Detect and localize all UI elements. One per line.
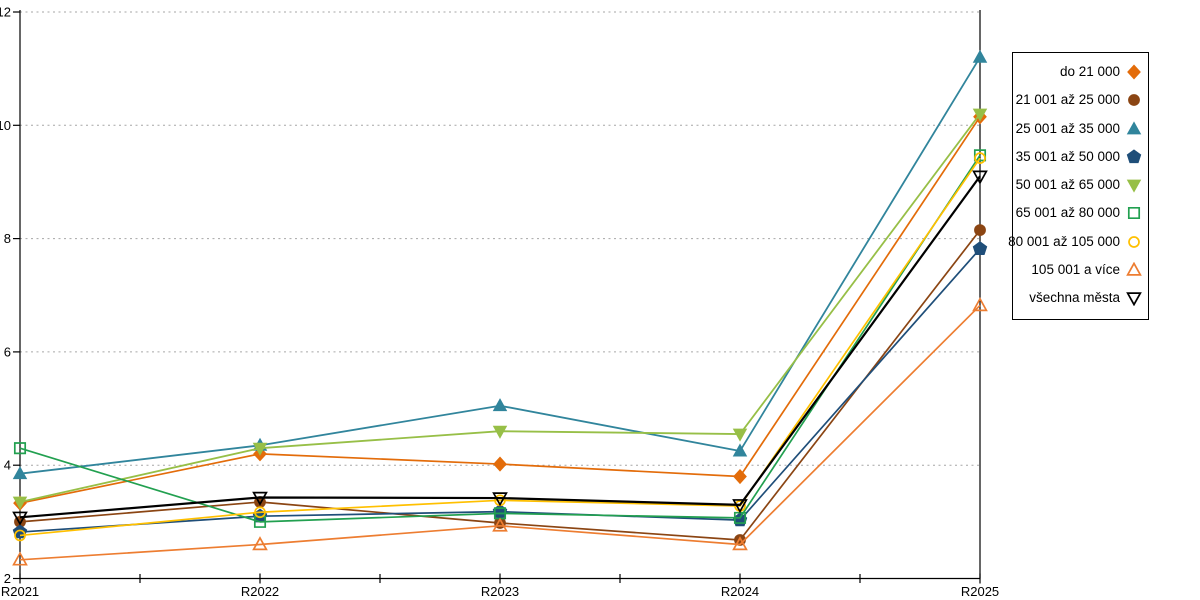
chart-legend: do 21 000 21 001 až 25 000 25 001 až 35 00… xyxy=(1008,52,1149,320)
series-4-point-3 xyxy=(732,428,748,442)
series-line-7 xyxy=(19,304,981,561)
triangle-down-marker-icon xyxy=(1126,179,1142,193)
legend-label: 25 001 až 35 000 xyxy=(1015,120,1120,136)
series-3-point-4 xyxy=(972,241,988,255)
series-2-point-0 xyxy=(12,466,28,480)
series-0-point-2 xyxy=(493,456,507,472)
legend-item: 35 001 až 50 000 xyxy=(1015,148,1142,165)
square-glyph xyxy=(1127,207,1141,220)
series-7-point-3 xyxy=(732,536,748,551)
series-5-point-2 xyxy=(493,507,507,520)
series-5-point-0 xyxy=(13,442,27,455)
series-4-point-2 xyxy=(492,425,508,439)
legend-label: 80 001 až 105 000 xyxy=(1008,233,1120,249)
circle-marker-icon xyxy=(1128,235,1140,248)
legend-item: do 21 000 xyxy=(1019,64,1142,80)
series-2-point-2 xyxy=(492,398,508,412)
pentagon-glyph xyxy=(1126,149,1142,163)
triangle-up-glyph xyxy=(1126,120,1142,134)
triangle-up-glyph xyxy=(1126,261,1142,276)
series-line-6 xyxy=(19,157,981,537)
series-8-point-3 xyxy=(732,499,748,514)
series-line-8 xyxy=(19,175,981,519)
series-5-point-3 xyxy=(733,511,747,524)
series-7-point-1 xyxy=(252,536,268,551)
series-0-point-3 xyxy=(733,468,747,485)
legend-item: 50 001 až 65 000 xyxy=(1015,177,1142,193)
series-8-point-0 xyxy=(12,511,28,526)
x-tick-label: R2022 xyxy=(241,584,279,599)
series-8-point-1 xyxy=(252,491,268,506)
legend-item: 25 001 až 35 000 xyxy=(1015,120,1142,137)
y-tick-label: 8 xyxy=(4,231,11,246)
legend-item: 80 001 až 105 000 xyxy=(1008,234,1142,250)
series-4-point-4 xyxy=(972,108,988,122)
diamond-glyph xyxy=(1127,64,1141,80)
series-1-point-4 xyxy=(974,224,986,237)
series-7-point-4 xyxy=(972,297,988,312)
series-4-point-0 xyxy=(12,496,28,510)
triangle-down-marker-icon xyxy=(1126,292,1142,306)
series-7-point-0 xyxy=(12,551,28,566)
legend-label: 65 001 až 80 000 xyxy=(1015,205,1120,221)
series-2-point-3 xyxy=(732,443,748,457)
series-2-point-4 xyxy=(972,49,988,63)
triangle-up-marker-icon xyxy=(1126,120,1142,134)
x-tick-label: R2024 xyxy=(721,584,759,599)
x-tick-label: R2025 xyxy=(961,584,999,599)
pentagon-marker-icon xyxy=(1126,149,1142,163)
legend-label: všechna města xyxy=(1029,290,1120,305)
series-8-point-2 xyxy=(492,492,508,507)
triangle-down-glyph xyxy=(1126,292,1142,306)
legend-item: všechna města xyxy=(1019,290,1142,306)
y-tick-label: 2 xyxy=(4,571,11,586)
legend-label: do 21 000 xyxy=(1059,64,1120,79)
series-6-point-0 xyxy=(14,529,26,542)
series-6-point-1 xyxy=(254,506,266,519)
series-line-3 xyxy=(19,248,981,533)
y-tick-label: 10 xyxy=(0,118,11,133)
triangle-up-marker-icon xyxy=(1126,261,1142,276)
x-tick-label: R2023 xyxy=(481,584,519,599)
legend-label: 21 001 až 25 000 xyxy=(1015,92,1120,108)
y-tick-label: 12 xyxy=(0,5,11,20)
legend-item: 21 001 až 25 000 xyxy=(1015,92,1142,108)
legend-item: 65 001 až 80 000 xyxy=(1015,205,1142,221)
square-marker-icon xyxy=(1127,207,1141,220)
legend-label: 35 001 až 50 000 xyxy=(1015,148,1120,164)
series-8-point-4 xyxy=(972,170,988,185)
series-line-0 xyxy=(19,116,981,504)
circle-glyph xyxy=(1128,94,1140,107)
circle-marker-icon xyxy=(1128,94,1140,107)
diamond-marker-icon xyxy=(1127,64,1141,80)
triangle-down-glyph xyxy=(1126,179,1142,193)
y-tick-label: 6 xyxy=(4,344,11,359)
legend-item: 105 001 a více xyxy=(1019,261,1142,278)
circle-glyph xyxy=(1128,235,1140,248)
series-line-4 xyxy=(19,113,981,503)
y-tick-label: 4 xyxy=(4,458,11,473)
series-6-point-4 xyxy=(974,152,986,165)
series-7-point-2 xyxy=(492,517,508,532)
series-4-point-1 xyxy=(252,442,268,456)
legend-label: 50 001 až 65 000 xyxy=(1015,177,1120,192)
legend-label: 105 001 a více xyxy=(1031,261,1120,277)
x-tick-label: R2021 xyxy=(1,584,39,599)
